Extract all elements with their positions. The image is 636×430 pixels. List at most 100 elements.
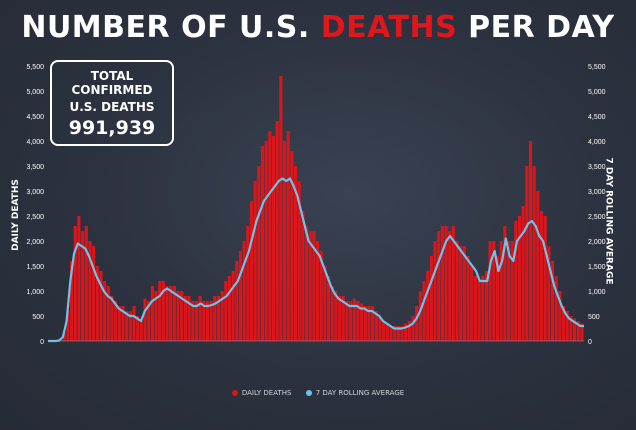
daily-deaths-bar: [73, 226, 77, 341]
daily-deaths-bar: [209, 301, 213, 341]
daily-deaths-bar: [106, 286, 110, 341]
daily-deaths-bar: [429, 256, 433, 341]
y-tick-left-0: 0: [40, 339, 44, 346]
daily-deaths-bar: [77, 216, 81, 341]
y-tick-right-1,500: 1,500: [588, 264, 606, 271]
daily-deaths-bar: [363, 306, 367, 341]
daily-deaths-bar: [418, 291, 422, 341]
daily-deaths-bar: [198, 296, 202, 341]
daily-deaths-bar: [187, 296, 191, 341]
daily-deaths-bar: [462, 246, 466, 341]
daily-deaths-bar: [503, 226, 507, 341]
daily-deaths-bar: [213, 296, 217, 341]
daily-deaths-bar: [235, 261, 239, 341]
daily-deaths-bar: [128, 311, 132, 341]
daily-deaths-bar: [433, 241, 437, 341]
daily-deaths-bar: [470, 266, 474, 341]
daily-deaths-bar: [521, 206, 525, 341]
daily-deaths-bar: [279, 76, 283, 341]
daily-deaths-bar: [323, 266, 327, 341]
daily-deaths-bar: [488, 241, 492, 341]
title-accent-word: DEATHS: [320, 10, 458, 45]
daily-deaths-bar: [455, 241, 459, 341]
chart-title: NUMBER OF U.S. DEATHS PER DAY: [0, 10, 636, 45]
daily-deaths-bar: [62, 333, 66, 341]
daily-deaths-bar: [510, 241, 514, 341]
daily-deaths-bar: [451, 226, 455, 341]
y-tick-right-5,000: 5,000: [588, 89, 606, 96]
daily-deaths-bar: [532, 166, 536, 341]
title-part-1: NUMBER OF U.S.: [21, 10, 321, 45]
y-tick-right-4,000: 4,000: [588, 139, 606, 146]
daily-deaths-bar: [506, 241, 511, 341]
daily-deaths-bar: [224, 281, 228, 341]
daily-deaths-bar: [304, 226, 309, 341]
daily-deaths-bar: [301, 211, 305, 341]
daily-deaths-bar: [165, 286, 169, 341]
daily-deaths-bar: [121, 306, 125, 341]
daily-deaths-bar: [576, 321, 580, 341]
daily-deaths-bar: [271, 136, 276, 341]
daily-deaths-bar: [495, 256, 500, 341]
daily-deaths-bar: [194, 301, 198, 341]
daily-deaths-bar: [220, 291, 224, 341]
daily-deaths-bar: [444, 226, 448, 341]
daily-deaths-bar: [528, 141, 533, 341]
daily-deaths-bar: [437, 231, 441, 341]
daily-deaths-bar: [517, 216, 522, 341]
daily-deaths-bar: [249, 201, 254, 341]
daily-deaths-bar: [382, 321, 386, 341]
legend-dot-average: [305, 390, 312, 396]
y-tick-right-5,500: 5,500: [588, 64, 606, 71]
daily-deaths-bar: [125, 311, 129, 341]
daily-deaths-bar: [492, 241, 496, 341]
daily-deaths-bar: [448, 231, 452, 341]
y-tick-right-4,500: 4,500: [588, 114, 606, 121]
y-tick-left-4,000: 4,000: [26, 139, 44, 146]
daily-deaths-bar: [99, 271, 103, 341]
daily-deaths-bar: [103, 281, 107, 341]
legend-dot-daily: [231, 390, 238, 396]
y-tick-right-0: 0: [588, 339, 592, 346]
daily-deaths-bar: [246, 226, 250, 341]
daily-deaths-bar: [205, 301, 209, 341]
daily-deaths-bar: [396, 326, 400, 341]
daily-deaths-bar: [360, 303, 364, 341]
daily-deaths-bar: [95, 266, 99, 341]
daily-deaths-bar: [411, 316, 415, 341]
y-axis-label-right: 7 DAY ROLLING AVERAGE: [603, 157, 614, 285]
daily-deaths-bar: [565, 311, 569, 341]
daily-deaths-bar: [81, 231, 85, 341]
daily-deaths-bar: [466, 256, 470, 341]
daily-deaths-bar: [316, 241, 320, 341]
daily-deaths-bar: [356, 301, 360, 341]
y-tick-left-1,000: 1,000: [26, 289, 44, 296]
daily-deaths-bar: [202, 301, 206, 341]
daily-deaths-bar: [70, 261, 74, 341]
daily-deaths-bar: [92, 246, 96, 341]
y-tick-right-3,500: 3,500: [588, 164, 606, 171]
chart-legend: DAILY DEATHS 7 DAY ROLLING AVERAGE: [0, 389, 636, 397]
daily-deaths-bar: [459, 246, 463, 341]
daily-deaths-bar: [481, 276, 485, 341]
daily-deaths-bar: [400, 326, 404, 341]
daily-deaths-bar: [183, 296, 187, 341]
y-axis-label-left: DAILY DEATHS: [10, 179, 21, 251]
daily-deaths-bar: [172, 286, 176, 341]
daily-deaths-bar: [525, 166, 529, 341]
daily-deaths-bar: [473, 276, 477, 341]
daily-deaths-bar: [367, 306, 371, 341]
legend-item-average: 7 DAY ROLLING AVERAGE: [305, 389, 404, 397]
daily-deaths-bars: [59, 76, 584, 341]
daily-deaths-bar: [297, 181, 301, 341]
daily-deaths-bar: [231, 271, 235, 341]
y-tick-right-2,000: 2,000: [588, 239, 606, 246]
daily-deaths-bar: [147, 301, 151, 341]
y-tick-left-3,500: 3,500: [26, 164, 44, 171]
daily-deaths-bar: [426, 271, 430, 341]
total-box-line-2: U.S. DEATHS: [69, 100, 155, 114]
daily-deaths-bar: [282, 141, 287, 341]
daily-deaths-bar: [341, 296, 345, 341]
daily-deaths-bar: [543, 216, 547, 341]
